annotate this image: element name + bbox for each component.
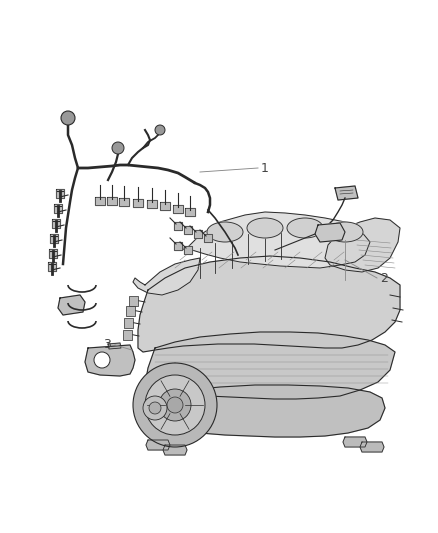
Polygon shape [85, 345, 135, 376]
Polygon shape [360, 442, 384, 452]
Circle shape [159, 389, 191, 421]
FancyBboxPatch shape [124, 318, 133, 327]
Polygon shape [204, 234, 212, 242]
Polygon shape [184, 246, 192, 254]
Text: 2: 2 [380, 271, 388, 285]
Polygon shape [343, 437, 367, 447]
Polygon shape [163, 445, 187, 455]
Polygon shape [146, 440, 170, 450]
Polygon shape [50, 234, 58, 243]
Polygon shape [119, 198, 129, 206]
Polygon shape [49, 249, 57, 258]
FancyBboxPatch shape [126, 305, 134, 316]
Polygon shape [180, 212, 370, 268]
Polygon shape [107, 197, 117, 205]
Text: 1: 1 [261, 161, 269, 174]
Polygon shape [325, 218, 400, 272]
Circle shape [167, 397, 183, 413]
Circle shape [145, 375, 205, 435]
Circle shape [112, 142, 124, 154]
Circle shape [155, 125, 165, 135]
Circle shape [61, 111, 75, 125]
Polygon shape [108, 343, 121, 349]
Polygon shape [184, 226, 192, 234]
Polygon shape [54, 204, 62, 213]
Circle shape [133, 363, 217, 447]
FancyBboxPatch shape [128, 295, 138, 305]
Polygon shape [138, 256, 400, 352]
Polygon shape [160, 202, 170, 210]
Polygon shape [173, 205, 183, 213]
Polygon shape [162, 385, 385, 437]
Polygon shape [147, 200, 157, 208]
Polygon shape [335, 186, 358, 200]
Polygon shape [174, 222, 182, 230]
Polygon shape [174, 242, 182, 250]
Polygon shape [133, 199, 143, 207]
Ellipse shape [287, 218, 323, 238]
Polygon shape [145, 332, 395, 399]
Ellipse shape [247, 218, 283, 238]
Polygon shape [52, 219, 60, 228]
Polygon shape [56, 189, 64, 198]
Ellipse shape [207, 222, 243, 242]
Circle shape [149, 402, 161, 414]
Polygon shape [95, 197, 105, 205]
Text: 3: 3 [103, 338, 111, 351]
Circle shape [94, 352, 110, 368]
Circle shape [143, 396, 167, 420]
FancyBboxPatch shape [123, 329, 131, 340]
Polygon shape [315, 223, 345, 242]
Polygon shape [185, 208, 195, 216]
Polygon shape [133, 258, 200, 295]
Polygon shape [48, 262, 56, 271]
Polygon shape [194, 230, 202, 238]
Polygon shape [58, 295, 85, 315]
Ellipse shape [327, 222, 363, 242]
